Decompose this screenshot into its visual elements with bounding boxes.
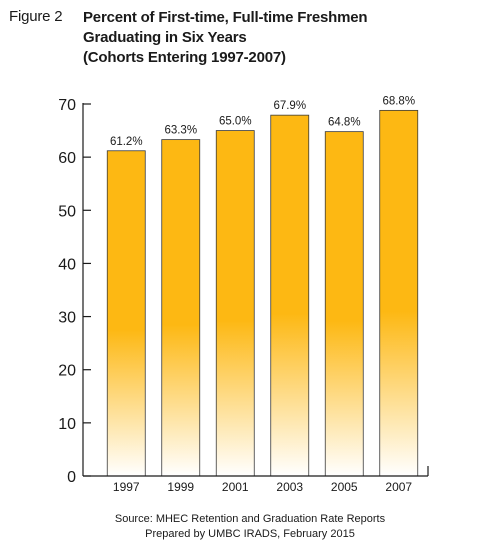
bar-data-label: 64.8% [328,117,361,129]
x-tick-label: 1999 [167,480,194,494]
y-tick-label: 0 [67,469,76,486]
y-axis: 0 10 20 30 40 50 60 70 [58,97,91,486]
y-tick-label: 60 [58,150,76,167]
bar [270,114,310,477]
bar [324,131,364,477]
y-tick-label: 70 [58,97,76,114]
bar-data-label: 65.0% [219,116,252,128]
chart-title: Percent of First-time, Full-time Freshme… [83,8,483,68]
bar-data-label: 67.9% [273,100,306,112]
y-tick-label: 50 [58,203,76,220]
bar [161,139,201,477]
y-tick-label: 10 [58,416,76,433]
figure-label: Figure 2 [9,8,63,25]
x-tick-label: 2001 [222,480,249,494]
bar-chart: 61.2% 63.3% 65.0% 67.9% 64.8% 68.8% 0 10 20 30 40… [58,95,429,494]
x-tick-label: 1997 [113,480,140,494]
chart-title-line: Graduating in Six Years [83,29,247,46]
y-tick-label: 40 [58,256,76,273]
bars-group: 61.2% 63.3% 65.0% 67.9% 64.8% 68.8% [106,95,419,477]
x-axis: 1997 1999 2001 2003 2005 2007 [83,466,429,494]
y-tick-label: 20 [58,363,76,380]
chart-title-line: Percent of First-time, Full-time Freshme… [83,9,368,26]
source-line: Source: MHEC Retention and Graduation Ra… [114,513,386,525]
source-note: Source: MHEC Retention and Graduation Ra… [0,512,500,542]
bar [215,130,255,477]
chart-title-line: (Cohorts Entering 1997-2007) [83,49,286,66]
bar-data-label: 63.3% [164,125,197,137]
y-tick-label: 30 [58,310,76,327]
bar [379,109,419,477]
bar-data-label: 61.2% [110,136,143,148]
bar-data-label: 68.8% [382,95,415,107]
x-tick-label: 2003 [276,480,303,494]
source-line: Prepared by UMBC IRADS, February 2015 [145,528,355,540]
bar [106,150,146,477]
x-tick-label: 2007 [385,480,412,494]
x-tick-label: 2005 [331,480,358,494]
